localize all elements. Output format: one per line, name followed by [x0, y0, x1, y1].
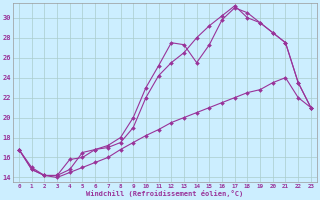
X-axis label: Windchill (Refroidissement éolien,°C): Windchill (Refroidissement éolien,°C): [86, 190, 244, 197]
